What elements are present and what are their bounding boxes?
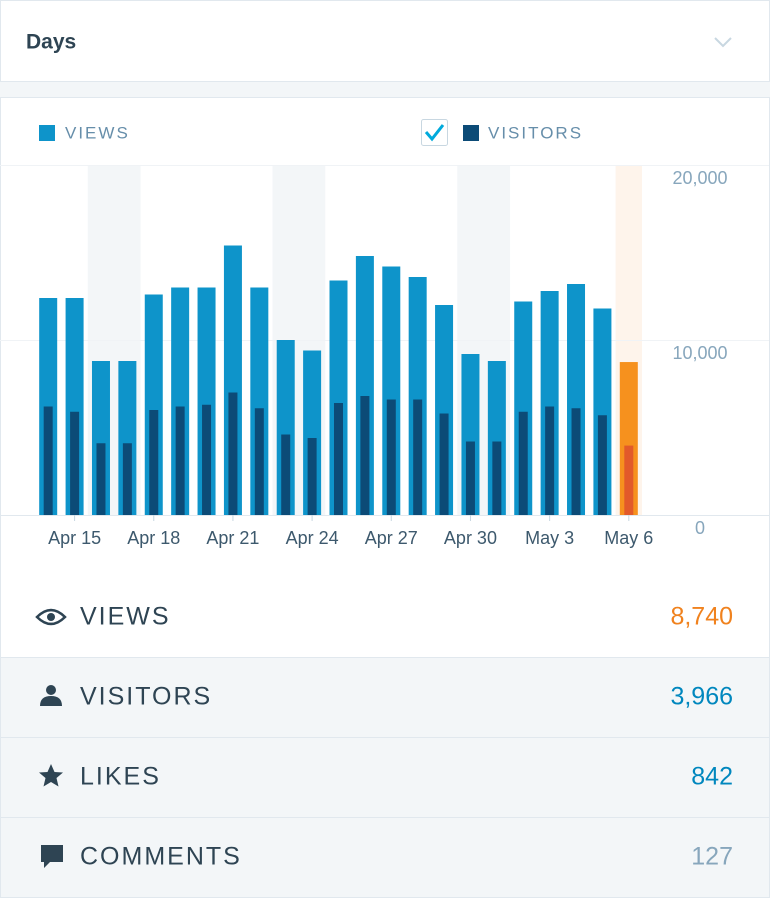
bar — [43, 406, 53, 515]
bar — [465, 441, 475, 515]
row-bg — [1, 578, 769, 657]
icons — [35, 608, 67, 868]
bar — [597, 415, 607, 515]
stat-value: 842 — [691, 763, 733, 791]
star-icon — [39, 764, 63, 787]
stats-list: VIEWS 8,740 VISITORS 3,966 LIKES 842 COMMENTS 1… — [1, 578, 769, 897]
bar — [281, 434, 291, 515]
bar — [439, 413, 449, 515]
chevron[interactable] — [714, 37, 732, 48]
bar — [624, 445, 634, 515]
x-tick-label: Apr 18 — [127, 528, 180, 548]
row-bg — [1, 657, 769, 897]
bar — [518, 411, 528, 515]
period-title: Days — [26, 31, 76, 54]
stat-label: LIKES — [80, 763, 161, 791]
x-tick-label: Apr 27 — [365, 528, 418, 548]
stat-label: COMMENTS — [80, 843, 242, 871]
bar — [386, 399, 396, 515]
bar — [149, 410, 159, 515]
checkmark — [424, 124, 445, 142]
stat-value: 3,966 — [670, 683, 733, 711]
stat-label: VISITORS — [80, 683, 212, 711]
y-tick-label: 20,000 — [672, 168, 727, 188]
stat-value: 8,740 — [670, 603, 733, 631]
x-tick-label: Apr 30 — [444, 528, 497, 548]
x-tick-label: May 6 — [604, 528, 653, 548]
bar — [492, 441, 502, 515]
stat-value: 127 — [691, 843, 733, 871]
legend-swatch — [39, 125, 55, 141]
bar — [254, 408, 264, 515]
legend-label: VISITORS — [488, 123, 583, 142]
person-body — [40, 696, 62, 706]
x-tick-label: Apr 24 — [286, 528, 339, 548]
bar — [175, 406, 185, 515]
eye-icon — [35, 608, 67, 626]
bar — [413, 399, 423, 515]
bar — [122, 443, 132, 515]
legend-label: VIEWS — [65, 123, 130, 142]
legend-swatch — [463, 125, 479, 141]
y-tick-label: 10,000 — [672, 343, 727, 363]
bar — [360, 396, 370, 515]
x-tick-label: Apr 15 — [48, 528, 101, 548]
chart: 0 10,000 20,000 Apr 15 Apr 18 Apr 21 Apr 24 Apr… — [0, 165, 769, 548]
checkbox[interactable] — [421, 119, 448, 146]
x-tick-label: Apr 21 — [206, 528, 259, 548]
bar — [545, 406, 555, 515]
y-tick-label: 0 — [695, 518, 705, 538]
bar — [70, 411, 80, 515]
eye-pupil — [47, 613, 55, 621]
header-box[interactable] — [0, 0, 770, 82]
bar — [228, 392, 238, 515]
stat-label: VIEWS — [80, 603, 171, 631]
comment-icon — [41, 845, 63, 868]
x-tick-label: May 3 — [525, 528, 574, 548]
person-head — [46, 685, 56, 695]
bar — [202, 404, 212, 515]
bar — [334, 403, 343, 515]
bar — [307, 438, 317, 515]
bar — [96, 443, 106, 515]
bar — [571, 408, 581, 515]
